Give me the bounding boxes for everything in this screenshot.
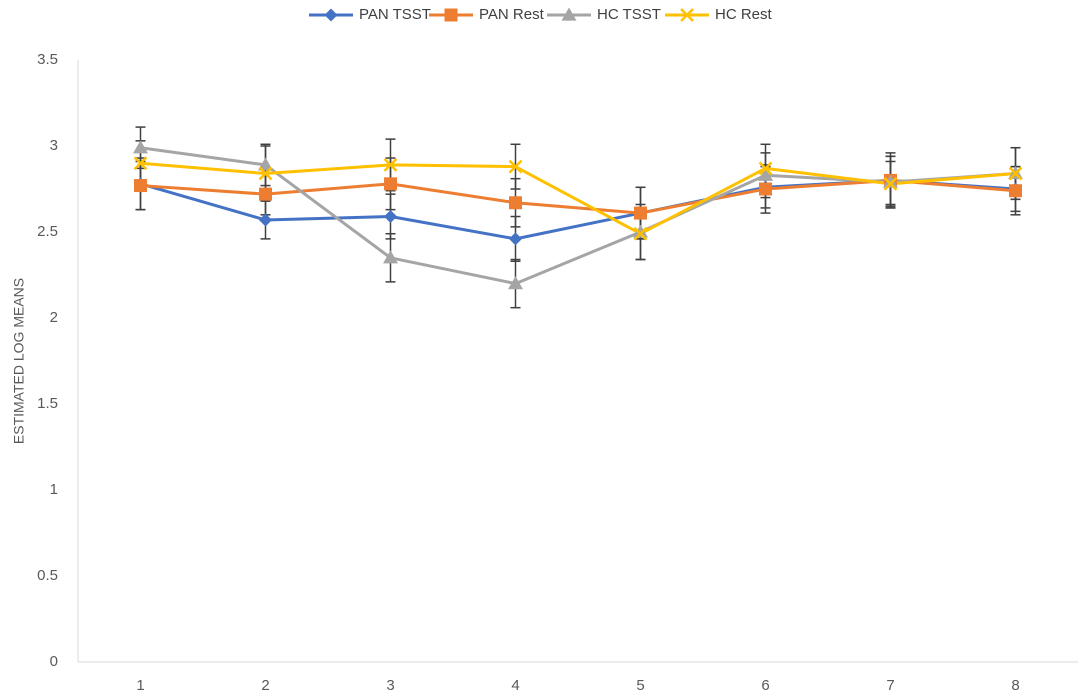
data-point-stroke-b (633, 226, 648, 241)
data-point (758, 167, 773, 181)
data-point (1009, 184, 1022, 198)
series-lines (140, 146, 1016, 286)
x-tick-label: 5 (636, 677, 644, 694)
data-point (259, 213, 272, 227)
y-axis: 0 0.5 1 1.5 2 2.5 3 3.5 (37, 51, 79, 670)
data-point (509, 196, 522, 210)
data-point (134, 179, 147, 193)
x-tick-label: 3 (386, 677, 394, 694)
markers (133, 140, 1023, 290)
y-tick-label: 2 (50, 309, 58, 326)
data-point (633, 224, 648, 238)
legend-label: PAN Rest (479, 6, 545, 23)
data-point (508, 159, 523, 174)
x-tick-label: 7 (886, 677, 894, 694)
y-tick-label: 1 (50, 481, 58, 498)
y-tick-label: 1.5 (37, 395, 58, 412)
data-point (258, 157, 273, 171)
data-point-stroke-b (133, 156, 148, 171)
y-tick-label: 0 (50, 653, 58, 670)
legend-label: HC TSST (597, 6, 661, 23)
data-point-stroke-b (1008, 166, 1023, 181)
legend-marker (561, 7, 577, 21)
data-point (133, 156, 148, 171)
legend-marker (680, 8, 694, 22)
legend-label: HC Rest (715, 6, 773, 23)
data-point (758, 161, 773, 176)
data-point (384, 177, 397, 191)
data-point (133, 140, 148, 154)
y-tick-label: 0.5 (37, 567, 58, 584)
data-point (508, 276, 523, 290)
data-point (383, 158, 398, 172)
data-point (383, 250, 398, 264)
data-point (759, 182, 772, 196)
legend-item: PAN TSST (309, 6, 431, 23)
x-tick-label: 6 (761, 677, 769, 694)
series-line-4 (140, 161, 1016, 236)
legend-marker-stroke-b (680, 8, 694, 22)
x-tick-label: 1 (136, 677, 144, 694)
data-point-stroke-b (883, 176, 898, 191)
data-point-stroke-b (508, 159, 523, 174)
legend-marker (324, 8, 338, 22)
data-point (259, 187, 272, 201)
data-point (258, 166, 273, 181)
data-point (633, 226, 648, 241)
data-point (634, 206, 647, 220)
y-tick-label: 3 (50, 137, 58, 154)
legend-item: HC TSST (547, 6, 661, 23)
legend-marker (444, 8, 458, 22)
data-point (384, 210, 397, 224)
legend: PAN TSST PAN Rest HC TSST HC Rest (309, 6, 773, 23)
data-point (509, 232, 522, 246)
x-tick-label: 8 (1011, 677, 1019, 694)
x-tick-label: 4 (511, 677, 519, 694)
data-point (883, 176, 898, 191)
data-point (1008, 166, 1023, 181)
legend-item: PAN Rest (429, 6, 545, 23)
y-tick-label: 2.5 (37, 223, 58, 240)
x-tick-label: 2 (261, 677, 269, 694)
legend-item: HC Rest (665, 6, 773, 23)
y-tick-label: 3.5 (37, 51, 58, 68)
data-point (883, 174, 898, 188)
data-point-stroke-b (258, 166, 273, 181)
data-point-stroke-b (383, 158, 398, 172)
x-axis: 1 2 3 4 5 6 7 8 (78, 661, 1078, 694)
y-axis-title: ESTIMATED LOG MEANS (11, 278, 27, 444)
data-point-stroke-b (758, 161, 773, 176)
legend-label: PAN TSST (359, 6, 431, 23)
